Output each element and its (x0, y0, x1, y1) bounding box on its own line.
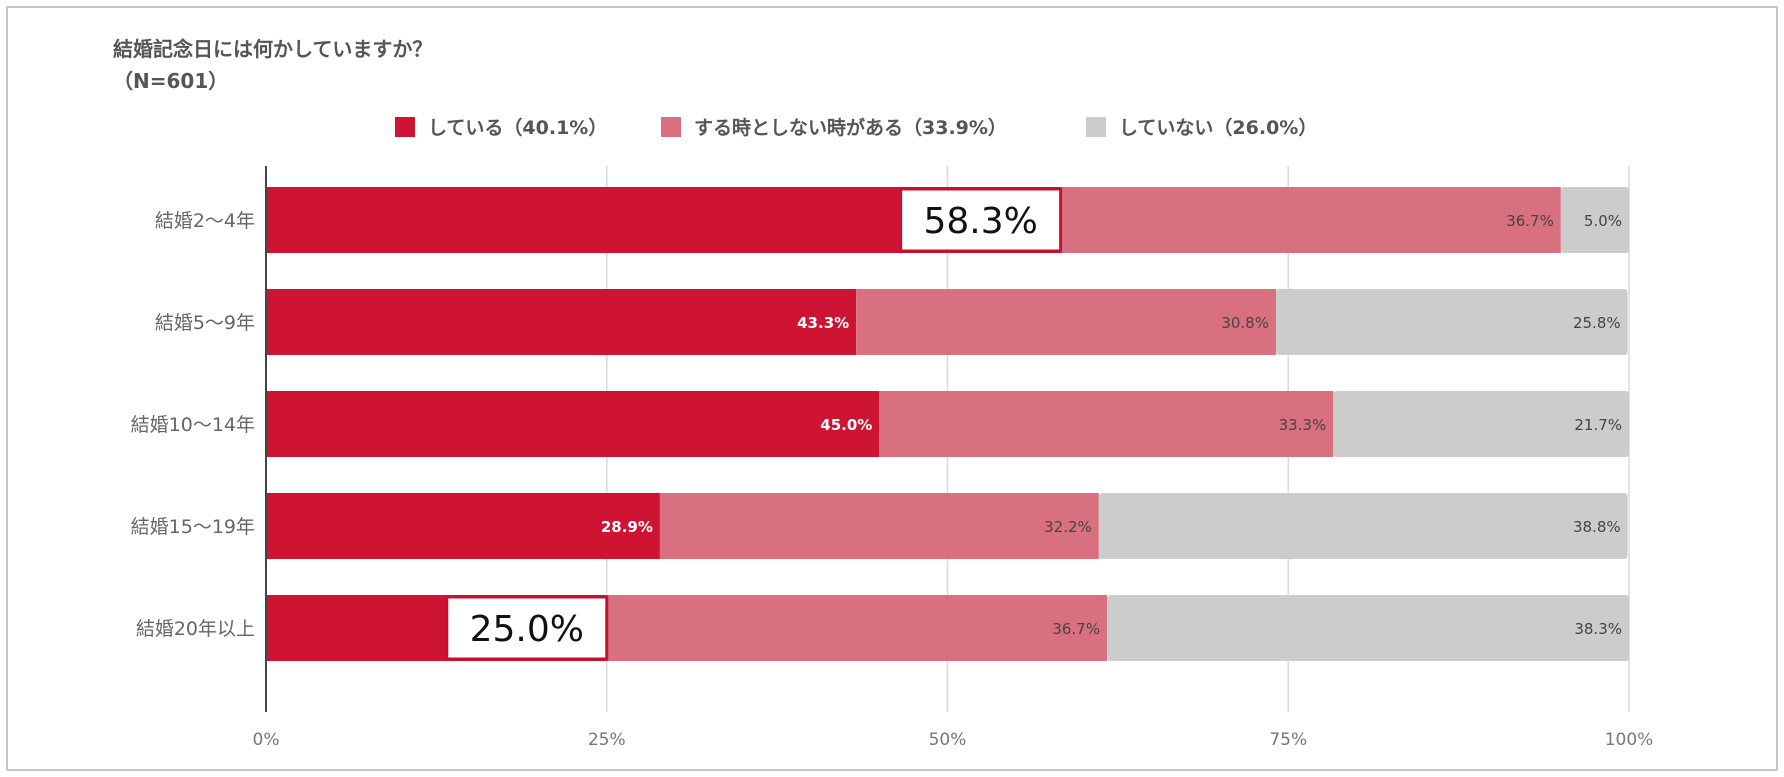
bar-segment (606, 595, 1107, 661)
bar-segment (266, 391, 880, 457)
category-label: 結婚10～14年 (131, 414, 255, 436)
data-label: 36.7% (1052, 620, 1100, 638)
chart-title: 結婚記念日には何かしていますか？ (113, 37, 432, 61)
data-label: 30.8% (1221, 314, 1269, 332)
legend-label: していない（26.0%） (1119, 116, 1317, 139)
category-label: 結婚2～4年 (155, 210, 255, 232)
data-label: 43.3% (797, 314, 849, 332)
callout-label: 25.0% (470, 609, 584, 650)
bar-segment (1060, 187, 1561, 253)
bar-segment (1098, 493, 1628, 559)
callout-box (899, 187, 1063, 253)
bar-segment (1275, 289, 1628, 355)
data-label: 38.3% (1574, 620, 1622, 638)
category-label: 結婚5～9年 (155, 312, 255, 334)
x-tick-label: 75% (1269, 730, 1307, 750)
bar-segment (1560, 187, 1629, 253)
bars: 結婚2～4年 36.7% 5.0% 結婚5～9年 43.3% 30.8% 25.8% 結婚10… (131, 187, 1629, 661)
legend-label: している（40.1%） (428, 116, 607, 139)
legend-swatch (1086, 117, 1106, 137)
callout-box (445, 595, 609, 661)
bar-segment (879, 391, 1334, 457)
data-label: 28.9% (601, 518, 653, 536)
legend-label: する時としない時がある（33.9%） (694, 116, 1007, 139)
axis: 0% 25% 50% 75% 100% (253, 166, 1654, 750)
bar-segment (1333, 391, 1629, 457)
legend-swatch (661, 117, 681, 137)
bar-segment (266, 289, 857, 355)
bar-segment (1106, 595, 1629, 661)
data-label: 5.0% (1584, 212, 1622, 230)
data-label: 36.7% (1506, 212, 1554, 230)
bar-segment (266, 493, 660, 559)
x-tick-label: 100% (1605, 730, 1654, 750)
data-label: 45.0% (820, 416, 872, 434)
chart-subtitle: （N=601） (113, 69, 228, 93)
data-label: 33.3% (1279, 416, 1327, 434)
callout-label: 58.3% (923, 201, 1037, 242)
bar-segment (856, 289, 1276, 355)
callouts: 58.3% 25.0% (445, 187, 1063, 661)
data-label: 25.8% (1573, 314, 1621, 332)
legend-swatch (395, 117, 415, 137)
data-label: 21.7% (1574, 416, 1622, 434)
data-label: 38.8% (1573, 518, 1621, 536)
x-tick-label: 25% (588, 730, 626, 750)
data-label: 32.2% (1044, 518, 1092, 536)
x-tick-label: 0% (253, 730, 280, 750)
category-label: 結婚20年以上 (136, 618, 255, 640)
legend: している（40.1%） する時としない時がある（33.9%） していない（26.0%… (395, 116, 1317, 139)
x-tick-label: 50% (929, 730, 967, 750)
category-label: 結婚15～19年 (131, 516, 255, 538)
bar-segment (659, 493, 1099, 559)
